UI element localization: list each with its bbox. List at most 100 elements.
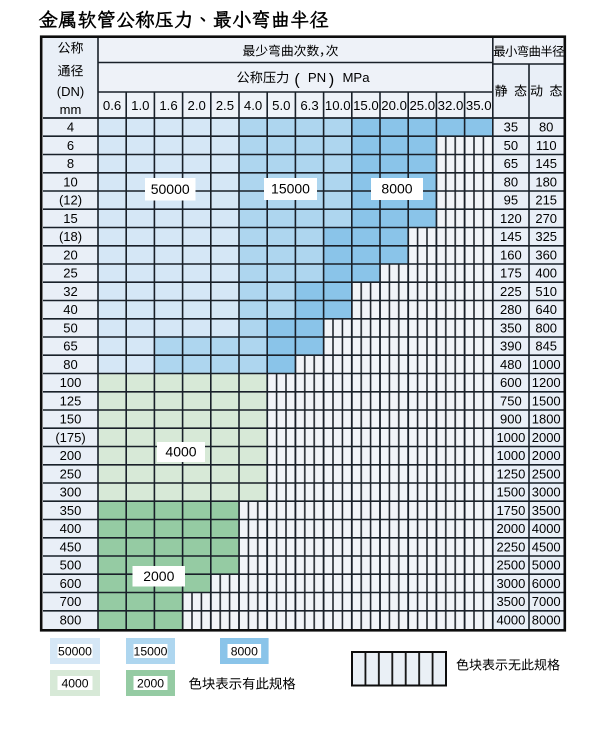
svg-text:5000: 5000 xyxy=(532,558,561,573)
svg-text:175: 175 xyxy=(500,266,522,281)
svg-text:200: 200 xyxy=(60,448,82,463)
svg-text:150: 150 xyxy=(60,412,82,427)
svg-text:4500: 4500 xyxy=(532,539,561,554)
svg-text:3500: 3500 xyxy=(496,594,525,609)
svg-text:): ) xyxy=(329,72,334,89)
svg-text:2.5: 2.5 xyxy=(216,98,234,113)
svg-text:20: 20 xyxy=(63,247,77,262)
svg-text:1500: 1500 xyxy=(496,485,525,500)
svg-text:1000: 1000 xyxy=(496,430,525,445)
svg-text:125: 125 xyxy=(60,393,82,408)
svg-text:1000: 1000 xyxy=(532,357,561,372)
svg-text:800: 800 xyxy=(60,612,82,627)
svg-text:1000: 1000 xyxy=(496,448,525,463)
svg-text:15000: 15000 xyxy=(271,181,310,197)
svg-text:65: 65 xyxy=(63,339,77,354)
svg-text:400: 400 xyxy=(535,266,557,281)
svg-text:10.0: 10.0 xyxy=(325,98,351,113)
svg-text:280: 280 xyxy=(500,302,522,317)
svg-text:270: 270 xyxy=(535,211,557,226)
svg-text:0.6: 0.6 xyxy=(103,98,121,113)
svg-text:8000: 8000 xyxy=(231,644,258,658)
svg-text:2250: 2250 xyxy=(496,539,525,554)
svg-text:20.0: 20.0 xyxy=(381,98,407,113)
svg-text:100: 100 xyxy=(60,375,82,390)
svg-text:50: 50 xyxy=(504,138,518,153)
svg-text:50000: 50000 xyxy=(58,644,92,658)
svg-text:3000: 3000 xyxy=(496,576,525,591)
svg-text:500: 500 xyxy=(60,558,82,573)
svg-text:325: 325 xyxy=(535,229,557,244)
svg-text:3000: 3000 xyxy=(532,485,561,500)
svg-text:2000: 2000 xyxy=(496,521,525,536)
svg-text:225: 225 xyxy=(500,284,522,299)
svg-text:4: 4 xyxy=(67,120,74,135)
svg-text:95: 95 xyxy=(504,193,518,208)
svg-text:6: 6 xyxy=(67,138,74,153)
svg-text:700: 700 xyxy=(60,594,82,609)
svg-text:900: 900 xyxy=(500,412,522,427)
svg-text:120: 120 xyxy=(500,211,522,226)
svg-text:4000: 4000 xyxy=(165,444,196,460)
svg-text:1200: 1200 xyxy=(532,375,561,390)
svg-text:6.3: 6.3 xyxy=(300,98,318,113)
svg-text:800: 800 xyxy=(535,320,557,335)
svg-text:35: 35 xyxy=(504,120,518,135)
svg-text:1.6: 1.6 xyxy=(159,98,177,113)
svg-text:2000: 2000 xyxy=(137,676,164,690)
svg-text:25.0: 25.0 xyxy=(409,98,435,113)
svg-text:4000: 4000 xyxy=(61,676,88,690)
svg-text:1750: 1750 xyxy=(496,503,525,518)
svg-text:5.0: 5.0 xyxy=(272,98,290,113)
svg-text:(175): (175) xyxy=(55,430,85,445)
svg-text:2000: 2000 xyxy=(532,430,561,445)
svg-text:32.0: 32.0 xyxy=(438,98,464,113)
svg-text:4000: 4000 xyxy=(496,612,525,627)
svg-text:110: 110 xyxy=(536,138,557,153)
svg-text:25: 25 xyxy=(63,266,77,281)
svg-text:15000: 15000 xyxy=(134,644,168,658)
svg-text:10: 10 xyxy=(63,174,77,189)
svg-text:2500: 2500 xyxy=(496,558,525,573)
svg-text:50: 50 xyxy=(63,320,77,335)
svg-text:2000: 2000 xyxy=(143,568,174,584)
svg-text:600: 600 xyxy=(60,576,82,591)
svg-text:(DN): (DN) xyxy=(57,84,84,99)
svg-text:1250: 1250 xyxy=(496,466,525,481)
svg-text:80: 80 xyxy=(539,120,553,135)
svg-text:360: 360 xyxy=(535,247,557,262)
svg-text:(18): (18) xyxy=(59,229,82,244)
svg-text:15.0: 15.0 xyxy=(353,98,379,113)
svg-text:250: 250 xyxy=(60,466,82,481)
svg-text:350: 350 xyxy=(60,503,82,518)
svg-text:4000: 4000 xyxy=(532,521,561,536)
svg-text:215: 215 xyxy=(535,193,557,208)
svg-text:510: 510 xyxy=(535,284,557,299)
svg-text:32: 32 xyxy=(63,284,77,299)
svg-text:7000: 7000 xyxy=(532,594,561,609)
svg-text:1500: 1500 xyxy=(532,393,561,408)
svg-text:15: 15 xyxy=(63,211,77,226)
svg-text:1800: 1800 xyxy=(532,412,561,427)
svg-text:2.0: 2.0 xyxy=(188,98,206,113)
svg-text:8: 8 xyxy=(67,156,74,171)
svg-text:MPa: MPa xyxy=(342,70,370,85)
svg-text:8000: 8000 xyxy=(381,181,412,197)
svg-text:160: 160 xyxy=(500,247,522,262)
svg-text:8000: 8000 xyxy=(532,612,561,627)
svg-text:80: 80 xyxy=(63,357,77,372)
svg-text:6000: 6000 xyxy=(532,576,561,591)
svg-text:65: 65 xyxy=(504,156,518,171)
svg-text:PN: PN xyxy=(308,70,326,85)
svg-text:750: 750 xyxy=(500,393,522,408)
svg-text:845: 845 xyxy=(535,339,557,354)
svg-text:350: 350 xyxy=(500,320,522,335)
svg-text:390: 390 xyxy=(500,339,522,354)
svg-text:2000: 2000 xyxy=(532,448,561,463)
svg-text:(12): (12) xyxy=(59,193,82,208)
svg-text:1.0: 1.0 xyxy=(131,98,149,113)
svg-text:4.0: 4.0 xyxy=(244,98,262,113)
svg-text:35.0: 35.0 xyxy=(466,98,492,113)
svg-text:400: 400 xyxy=(60,521,82,536)
svg-text:145: 145 xyxy=(535,156,557,171)
